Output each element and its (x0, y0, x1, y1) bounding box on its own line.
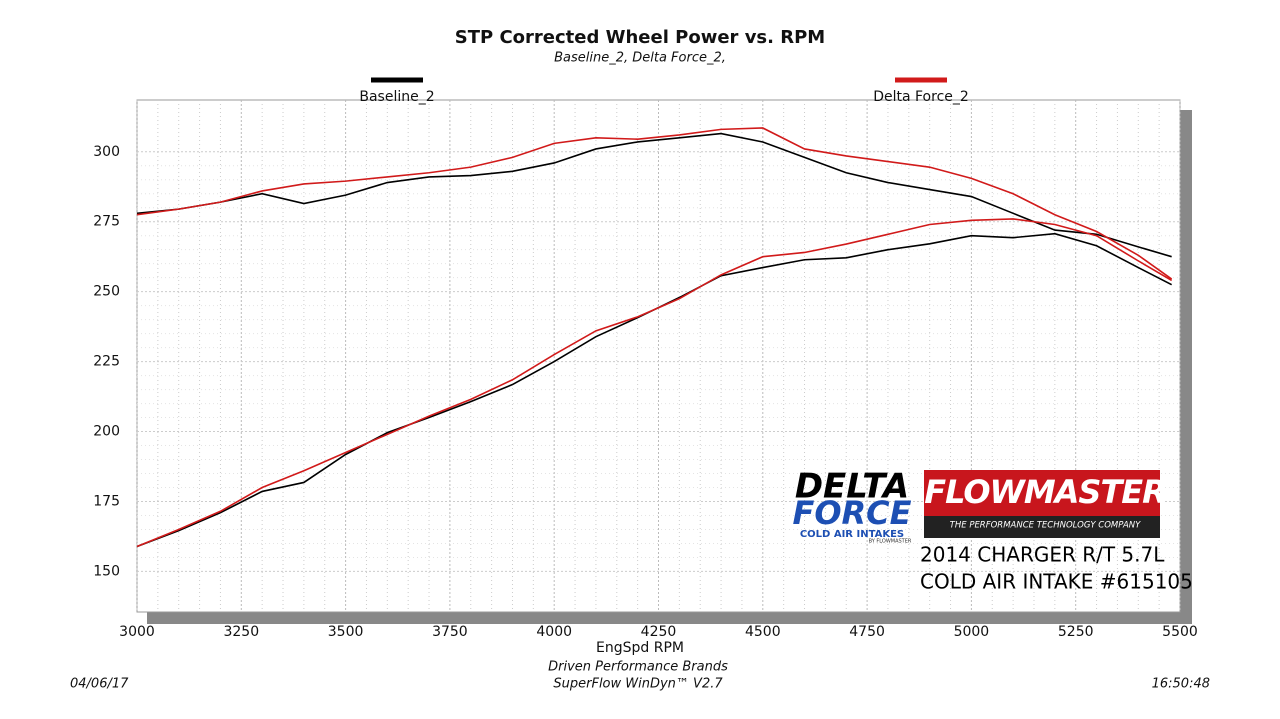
x-axis-label: EngSpd RPM (596, 640, 684, 656)
logo-text: FLOWMASTER (924, 473, 1166, 511)
annotation: COLD AIR INTAKE #615105 (920, 570, 1193, 594)
chart-subtitle: Baseline_2, Delta Force_2, (554, 51, 726, 66)
series-line (136, 127, 1173, 280)
x-tick-label: 3500 (328, 624, 364, 640)
annotation: 2014 CHARGER R/T 5.7L (920, 543, 1165, 567)
legend-label: Delta Force_2 (873, 89, 969, 105)
y-tick-label: 275 (93, 214, 120, 230)
x-tick-label: 3000 (119, 624, 155, 640)
chart-title: STP Corrected Wheel Power vs. RPM (455, 27, 825, 48)
time: 16:50:48 (1152, 677, 1210, 692)
x-tick-label: 3750 (432, 624, 468, 640)
x-tick-label: 4000 (536, 624, 572, 640)
x-tick-label: 5250 (1058, 624, 1094, 640)
logo-box (924, 470, 1160, 516)
x-tick-label: 5000 (954, 624, 990, 640)
footer: SuperFlow WinDyn™ V2.7 (553, 677, 723, 692)
y-tick-label: 250 (93, 284, 120, 300)
series-line (136, 132, 1172, 258)
x-tick-label: 4500 (745, 624, 781, 640)
legend-label: Baseline_2 (359, 89, 434, 105)
logo-text: FORCE (792, 494, 911, 532)
x-tick-label: 3250 (223, 624, 259, 640)
series-line (136, 218, 1173, 548)
x-tick-label: 4750 (849, 624, 885, 640)
x-tick-label: 5500 (1162, 624, 1198, 640)
date: 04/06/17 (70, 677, 129, 692)
x-tick-label: 4250 (641, 624, 677, 640)
y-tick-label: 175 (93, 493, 120, 509)
logo-text: BY FLOWMASTER (869, 539, 912, 545)
y-tick-label: 300 (93, 144, 120, 160)
y-tick-label: 225 (93, 354, 120, 370)
footer: Driven Performance Brands (548, 660, 728, 675)
logo-text: THE PERFORMANCE TECHNOLOGY COMPANY (950, 521, 1141, 531)
logo-text: COLD AIR INTAKES (800, 529, 904, 540)
y-tick-label: 150 (93, 563, 120, 579)
y-tick-label: 200 (93, 424, 120, 440)
logo-text: DELTA (795, 467, 909, 507)
